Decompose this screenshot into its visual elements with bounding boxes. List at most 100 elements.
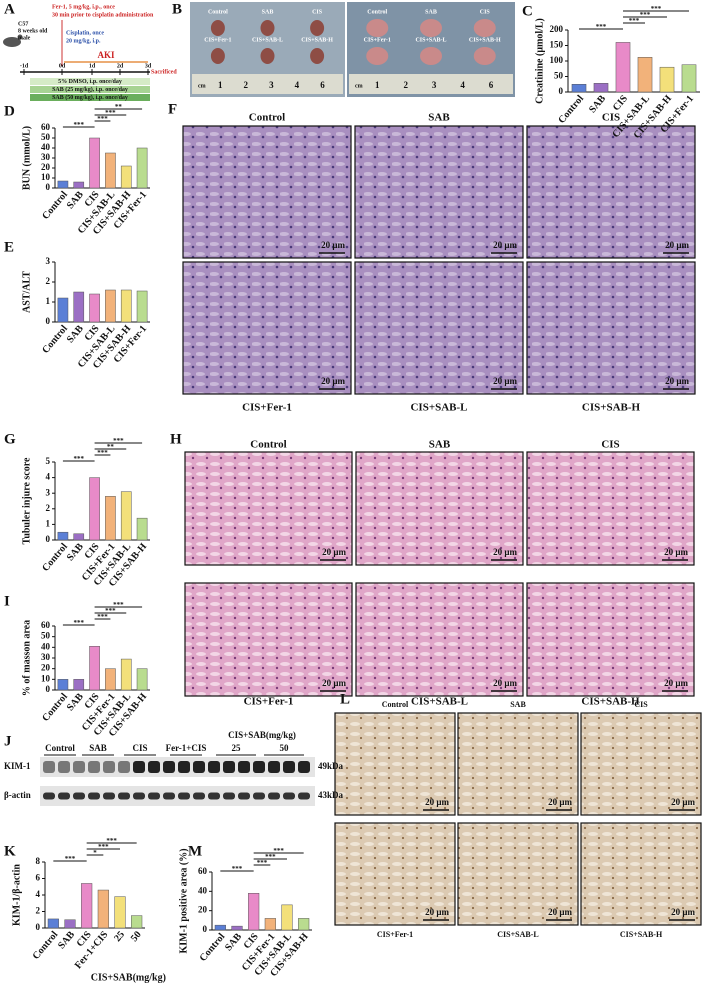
protein-label: KIM-1: [4, 761, 31, 771]
micrograph-label: SAB: [428, 112, 450, 124]
kidney: [366, 47, 389, 65]
significance-label: ***: [97, 115, 108, 123]
y-tick-label: 3: [46, 487, 51, 497]
significance-label: ***: [74, 619, 85, 627]
cisplatin-info: Cisplatin, once: [66, 30, 104, 36]
bar: [571, 84, 587, 93]
significance-label: ***: [273, 847, 284, 855]
bar: [136, 147, 148, 189]
significance-label: **: [107, 443, 115, 451]
bar: [81, 883, 93, 929]
ruler-number: 6: [320, 80, 325, 90]
bar: [105, 152, 116, 189]
band: [223, 761, 235, 773]
significance-label: ***: [113, 601, 124, 609]
bar: [73, 679, 85, 691]
x-tick-label: Control: [31, 929, 61, 962]
kidney: [210, 48, 225, 64]
y-tick-label: 200: [550, 24, 564, 34]
lane-label: Fer-1+CIS: [166, 743, 207, 753]
kidney: [210, 20, 225, 36]
fer1-info: 30 min prior to cisplatin administration: [52, 12, 154, 18]
ruler-unit: cm: [198, 83, 206, 89]
mouse-ear: [17, 34, 23, 40]
mouse-icon: [3, 37, 21, 47]
significance-label: ***: [97, 449, 108, 457]
day-label: 0d: [59, 63, 66, 69]
y-tick-label: 4: [36, 889, 41, 899]
ruler-number: 3: [269, 80, 274, 90]
y-tick-label: 0: [46, 316, 51, 326]
bar: [89, 293, 100, 323]
scale-bar-label: 20 μm: [322, 547, 346, 557]
band: [163, 792, 175, 800]
y-axis-label: Creatinine (μmol/L): [534, 18, 545, 104]
kidney: [260, 48, 275, 64]
band: [118, 792, 130, 800]
band: [283, 792, 295, 800]
band: [268, 761, 280, 773]
band: [43, 761, 55, 773]
y-tick-label: 1: [46, 518, 51, 528]
lane-label: Control: [45, 743, 75, 753]
treatment-bar: [30, 94, 150, 101]
scale-bar-label: 20 μm: [665, 240, 689, 250]
bar: [105, 668, 116, 691]
bar: [57, 297, 69, 323]
y-tick-label: 30: [41, 652, 51, 662]
lane-label: SAB: [89, 743, 107, 753]
band: [88, 792, 100, 800]
bar: [681, 64, 697, 93]
x-tick-label: CIS: [611, 93, 630, 113]
treatment-label: 5% DMSO, i.p. once/day: [58, 79, 122, 85]
kidney-label: CIS: [312, 9, 323, 15]
bar: [281, 904, 293, 931]
bar: [97, 889, 109, 929]
y-axis-label: KIM-1 positive area (%): [178, 848, 189, 953]
bar: [659, 66, 675, 93]
y-tick-label: 20: [41, 663, 51, 673]
y-axis-label: Tubuler injure score: [21, 457, 32, 544]
bar: [136, 517, 148, 541]
kidney-label: CIS+SAB-H: [301, 37, 333, 43]
micrograph: [182, 125, 352, 259]
bar: [214, 924, 226, 931]
bar: [89, 477, 100, 541]
bar: [120, 165, 132, 189]
ruler-number: 3: [432, 80, 437, 90]
micrograph-label: CIS+SAB-L: [497, 930, 538, 939]
kidney: [420, 19, 442, 37]
band: [208, 761, 220, 773]
blot-strip: [40, 786, 315, 806]
x-tick-label: 50: [129, 929, 144, 944]
y-axis-label: BUN (mmol/L): [21, 126, 32, 190]
significance-label: ***: [105, 109, 116, 117]
band: [73, 792, 85, 800]
band: [298, 761, 310, 773]
micrograph-label: Control: [382, 700, 409, 709]
y-tick-label: 40: [41, 142, 51, 152]
band: [118, 761, 130, 773]
y-axis-label: KIM-1/β-actin: [11, 864, 22, 926]
band: [148, 792, 160, 800]
size-label: 43kDa: [318, 790, 344, 800]
x-tick-label: Control: [198, 931, 228, 964]
band: [298, 792, 310, 800]
bar: [73, 533, 85, 541]
y-tick-label: 20: [198, 905, 208, 915]
micrograph-label: CIS: [601, 439, 619, 451]
band: [178, 792, 190, 800]
scale-bar-label: 20 μm: [664, 547, 688, 557]
x-tick-label: SAB: [223, 931, 244, 953]
bar: [89, 137, 100, 189]
kidney-label: CIS+SAB-L: [415, 37, 446, 43]
band: [253, 792, 265, 800]
kidney: [420, 47, 442, 65]
group-label: CIS+SAB(mg/kg): [228, 730, 296, 740]
y-tick-label: 10: [41, 673, 51, 683]
band: [193, 792, 205, 800]
y-tick-label: 3: [46, 256, 51, 266]
micrograph-label: CIS+SAB-L: [410, 402, 467, 414]
scale-bar-label: 20 μm: [493, 240, 517, 250]
